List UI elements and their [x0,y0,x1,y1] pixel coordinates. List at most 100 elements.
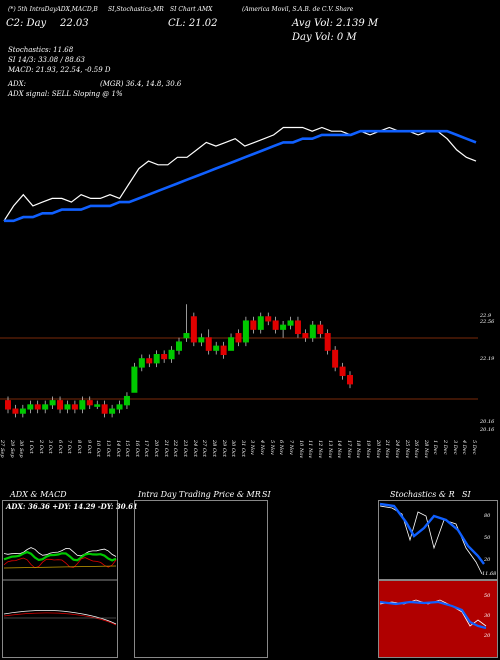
candle-body-22 [168,349,175,360]
macd-line [3,610,117,625]
candle-body-15 [116,404,123,410]
candle-body-32 [242,320,249,343]
stochastics-panel [378,500,498,580]
price-label-1: 22.9 [480,313,492,319]
intraday-si-label: SI [262,490,271,499]
macd-signal-line [3,612,117,626]
adx-line [3,547,117,557]
price-label-4: 20.16 [480,419,495,425]
plus-di-line [3,550,117,562]
candle-body-25 [190,316,197,343]
candle-body-36 [272,320,279,330]
candle-body-4 [34,404,41,410]
candle-body-26 [198,337,205,343]
stoch-scale-value: 11.68 [482,571,497,577]
candle-body-33 [250,320,257,330]
rsi-scale-20: 20 [484,633,491,639]
series-line-1 [4,129,477,223]
candlestick-chart [5,304,353,418]
adx-panel [2,500,118,658]
header-line1-mid: SI,Stochastics,MR [108,6,164,13]
candle-body-37 [280,324,287,330]
header-line1-right: (America Movil, S.A.B. de C.V. Share [242,6,354,13]
macd-readout: MACD: 21.93, 22.54, -0.59 D [8,66,111,74]
rsi-panel [378,580,498,658]
rsi-signal-line [379,600,487,630]
price-label-2: 22.56 [480,319,495,325]
candle-body-35 [265,316,272,322]
candle-body-41 [309,324,316,339]
candle-body-2 [19,408,26,414]
rsi-scale-50: 50 [484,593,491,599]
stoch-si-label: SI [462,490,471,499]
close-label: CL: 21.02 [168,18,218,29]
candle-body-23 [176,341,182,351]
stoch-scale-50: 50 [484,535,491,541]
candle-body-13 [101,404,108,414]
stochastic-k-line [379,505,483,575]
candle-body-44 [332,349,339,368]
stochastic-lines [379,502,485,575]
candle-body-30 [228,337,235,351]
price-line-chart [3,126,477,223]
day-volume: Day Vol: 0 M [292,32,357,43]
candle-body-42 [317,324,324,335]
candle-body-17 [131,366,138,393]
candle-body-16 [123,395,130,406]
candle-body-1 [12,408,19,414]
si-readout: SI 14/3: 33.08 / 88.63 [8,56,85,64]
candle-body-24 [183,333,190,339]
candle-body-5 [42,404,49,410]
candle-body-7 [57,400,64,410]
intraday-panel-title: Intra Day Trading Price & MR [138,490,261,499]
adx-lines [2,547,118,581]
intraday-panel [134,500,268,658]
candle-body-14 [109,408,116,414]
adx-signal: ADX signal: SELL Sloping @ 1% [8,90,123,98]
stoch-scale-80: 80 [484,513,491,519]
header-day-label: C2: Day [6,18,47,29]
candle-body-19 [146,358,153,364]
candle-body-10 [79,400,86,410]
header-day-value: 22.03 [60,18,89,29]
candle-body-18 [138,358,145,368]
candle-body-0 [5,400,11,410]
adx-values: ADX: 36.36 +DY: 14.29 -DY: 30.61 [6,502,138,511]
stochastic-d-line [379,502,485,565]
candle-body-40 [302,333,309,339]
candle-body-3 [27,404,34,410]
macd-lines [3,610,117,626]
candle-body-39 [294,320,301,335]
stoch-scale-20: 20 [484,557,491,563]
adx-panel-title: ADX & MACD [10,490,67,499]
candle-body-31 [235,333,242,343]
header-line1-mid2: SI Chart AMX [170,6,213,13]
candle-body-27 [205,337,212,351]
adx-threshold-line [3,565,117,569]
price-label-3: 22.19 [480,356,495,362]
minus-di-line [3,557,117,569]
candle-body-12 [94,404,101,407]
main-chart [0,126,478,418]
candle-body-11 [86,400,93,406]
candle-body-6 [49,400,56,406]
adx-label: ADX: [8,80,27,88]
stochastics-readout: Stochastics: 11.68 [8,46,74,54]
stoch-panel-title: Stochastics & R [390,490,455,499]
rsi-lines [379,599,487,630]
candle-body-20 [153,354,160,364]
candle-body-8 [64,404,71,410]
candle-body-28 [213,345,220,351]
header-line1-left: (*) 5th IntraDayADX,MACD,B [8,6,98,13]
candle-body-46 [347,374,353,385]
candle-body-29 [220,345,227,356]
avg-volume: Avg Vol: 2.139 M [292,18,379,29]
candle-body-45 [339,366,346,376]
candle-body-43 [324,333,331,351]
price-label-5: 20.16 [480,427,495,433]
candle-body-21 [161,354,168,360]
candle-body-9 [71,404,78,410]
mgr-readout: (MGR) 36.4, 14.8, 30.6 [100,80,182,88]
rsi-scale-30: 30 [484,613,491,619]
